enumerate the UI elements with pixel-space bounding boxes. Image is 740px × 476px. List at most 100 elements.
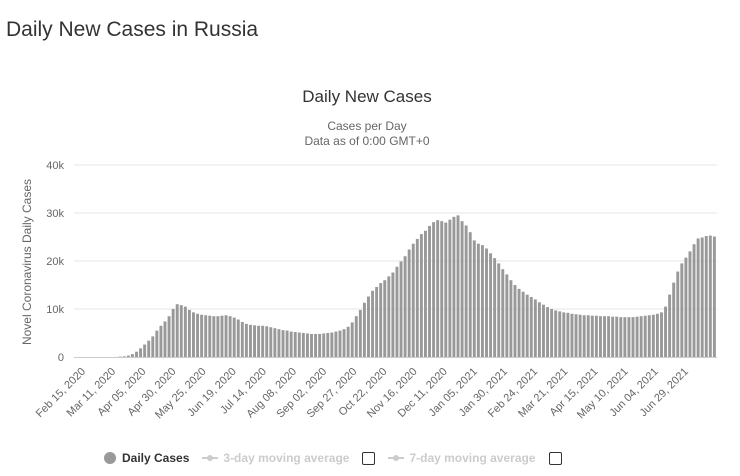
bar-145[interactable] <box>664 306 668 357</box>
bar-86[interactable] <box>423 230 427 357</box>
bar-26[interactable] <box>179 305 183 357</box>
bar-69[interactable] <box>354 316 358 357</box>
bar-28[interactable] <box>187 309 191 357</box>
bar-139[interactable] <box>639 316 643 357</box>
bar-129[interactable] <box>598 316 602 357</box>
bar-104[interactable] <box>497 263 501 357</box>
bar-154[interactable] <box>700 237 704 357</box>
bar-121[interactable] <box>566 312 570 357</box>
bar-65[interactable] <box>338 330 342 357</box>
bar-35[interactable] <box>216 316 220 357</box>
bar-50[interactable] <box>277 329 281 357</box>
bar-63[interactable] <box>330 332 334 357</box>
legend-item-7-day-average[interactable]: 7-day moving average <box>388 451 562 465</box>
bar-144[interactable] <box>660 312 663 357</box>
bar-29[interactable] <box>192 312 195 357</box>
bar-46[interactable] <box>261 325 265 357</box>
bar-27[interactable] <box>183 306 187 357</box>
bar-64[interactable] <box>334 331 338 357</box>
bar-21[interactable] <box>159 325 163 357</box>
bar-95[interactable] <box>460 221 464 357</box>
bar-53[interactable] <box>289 331 293 357</box>
bar-70[interactable] <box>358 309 362 357</box>
bar-100[interactable] <box>480 245 484 357</box>
bar-96[interactable] <box>464 225 468 357</box>
bar-42[interactable] <box>244 323 248 357</box>
bar-84[interactable] <box>415 238 419 357</box>
bar-136[interactable] <box>627 317 631 357</box>
bar-109[interactable] <box>517 288 521 357</box>
bar-83[interactable] <box>411 243 415 357</box>
bar-24[interactable] <box>171 309 175 357</box>
bar-20[interactable] <box>155 330 159 357</box>
bar-117[interactable] <box>550 309 554 357</box>
bar-62[interactable] <box>326 333 330 357</box>
bar-122[interactable] <box>570 313 574 357</box>
bar-13[interactable] <box>126 355 130 357</box>
bar-33[interactable] <box>208 315 212 357</box>
bar-88[interactable] <box>432 222 436 357</box>
bar-22[interactable] <box>163 321 167 357</box>
toggle-7-day-average-checkbox[interactable] <box>548 451 562 465</box>
bar-67[interactable] <box>346 326 350 357</box>
bar-94[interactable] <box>456 215 460 357</box>
bar-138[interactable] <box>635 316 639 357</box>
bar-150[interactable] <box>684 257 688 357</box>
bar-72[interactable] <box>367 296 370 357</box>
bar-111[interactable] <box>525 294 529 357</box>
bar-141[interactable] <box>647 315 651 357</box>
bar-38[interactable] <box>228 316 232 357</box>
bar-114[interactable] <box>537 302 541 357</box>
bar-90[interactable] <box>440 221 444 357</box>
bar-36[interactable] <box>220 315 224 357</box>
bar-123[interactable] <box>574 314 578 357</box>
bar-101[interactable] <box>485 248 488 357</box>
bar-79[interactable] <box>395 266 399 357</box>
bar-103[interactable] <box>493 258 497 357</box>
bar-89[interactable] <box>436 220 440 357</box>
bar-77[interactable] <box>387 276 391 357</box>
bar-25[interactable] <box>175 304 179 357</box>
bar-112[interactable] <box>529 297 533 357</box>
bar-17[interactable] <box>143 344 147 357</box>
bar-146[interactable] <box>668 294 672 357</box>
bar-series[interactable] <box>114 215 716 357</box>
bar-143[interactable] <box>655 313 659 357</box>
bar-127[interactable] <box>590 315 594 357</box>
bar-30[interactable] <box>196 313 200 357</box>
bar-91[interactable] <box>444 222 448 357</box>
bar-43[interactable] <box>248 324 252 357</box>
bar-106[interactable] <box>505 274 509 357</box>
bar-74[interactable] <box>375 286 379 357</box>
bar-115[interactable] <box>542 304 545 357</box>
bar-57[interactable] <box>305 333 309 357</box>
bar-130[interactable] <box>603 316 606 357</box>
bar-93[interactable] <box>452 216 456 357</box>
bar-37[interactable] <box>224 315 228 357</box>
bar-47[interactable] <box>265 326 269 357</box>
bar-60[interactable] <box>318 333 322 357</box>
bar-110[interactable] <box>521 291 525 357</box>
bar-125[interactable] <box>582 315 586 357</box>
bar-128[interactable] <box>594 315 598 357</box>
bar-34[interactable] <box>212 316 216 357</box>
bar-19[interactable] <box>151 336 155 357</box>
bar-132[interactable] <box>611 316 615 357</box>
bar-149[interactable] <box>680 263 684 357</box>
bar-97[interactable] <box>468 232 472 357</box>
bar-39[interactable] <box>232 317 236 357</box>
bar-135[interactable] <box>623 317 627 357</box>
bar-92[interactable] <box>448 219 452 357</box>
bar-49[interactable] <box>273 328 277 357</box>
bar-80[interactable] <box>399 261 403 357</box>
bar-157[interactable] <box>712 236 716 357</box>
bar-148[interactable] <box>676 271 680 357</box>
bar-147[interactable] <box>672 282 676 357</box>
bar-12[interactable] <box>122 356 126 357</box>
bar-68[interactable] <box>350 322 354 357</box>
bar-56[interactable] <box>301 333 305 357</box>
bar-14[interactable] <box>130 354 134 357</box>
bar-76[interactable] <box>383 280 387 357</box>
bar-15[interactable] <box>135 351 138 357</box>
bar-151[interactable] <box>688 251 692 357</box>
